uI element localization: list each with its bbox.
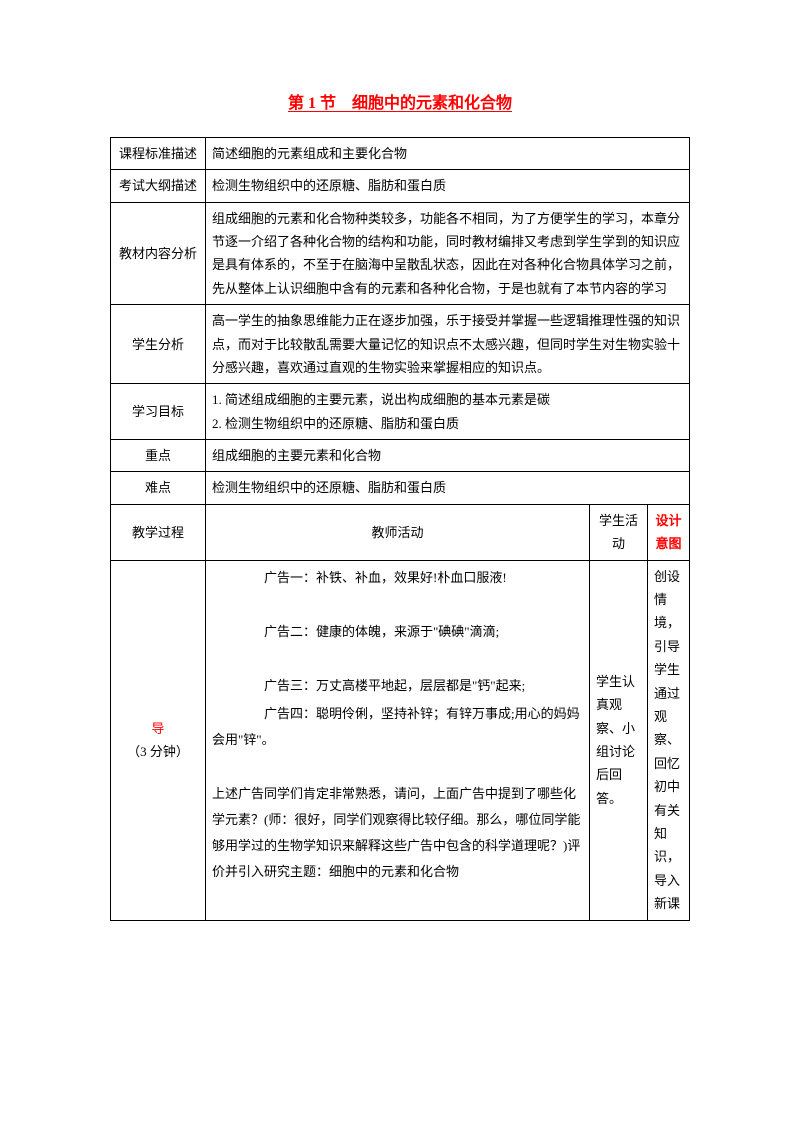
header-student: 学生活动 <box>589 504 647 560</box>
ad-4: 广告四：聪明伶俐，坚持补锌；有锌万事成;用心的妈妈会用"锌"。 <box>212 701 583 753</box>
row-content: 组成细胞的主要元素和化合物 <box>206 440 690 472</box>
intro-label-cell: 导 （3 分钟） <box>111 560 206 920</box>
goal-line-1: 1. 简述组成细胞的主要元素，说出构成细胞的基本元素是碳 <box>212 388 683 411</box>
header-design: 设计意图 <box>647 504 689 560</box>
row-label: 重点 <box>111 440 206 472</box>
row-label: 教材内容分析 <box>111 202 206 305</box>
table-row: 学习目标 1. 简述组成细胞的主要元素，说出构成细胞的基本元素是碳 2. 检测生… <box>111 384 690 440</box>
row-content: 高一学生的抽象思维能力正在逐步加强，乐于接受并掌握一些逻辑推理性强的知识点，而对… <box>206 305 690 384</box>
row-label: 课程标准描述 <box>111 137 206 169</box>
row-content: 检测生物组织中的还原糖、脂肪和蛋白质 <box>206 170 690 202</box>
ad-2: 广告二：健康的体魄，来源于"碘碘"滴滴; <box>212 619 583 645</box>
row-label: 学生分析 <box>111 305 206 384</box>
row-label: 难点 <box>111 472 206 504</box>
table-row: 重点 组成细胞的主要元素和化合物 <box>111 440 690 472</box>
row-content: 检测生物组织中的还原糖、脂肪和蛋白质 <box>206 472 690 504</box>
page-title: 第 1 节 细胞中的元素和化合物 <box>110 90 690 119</box>
header-teacher: 教师活动 <box>206 504 590 560</box>
header-process: 教学过程 <box>111 504 206 560</box>
intro-label-red: 导 <box>117 717 199 740</box>
design-intent-cell: 创设情境，引导学生通过观察、回忆初中有关知识，导入新课 <box>647 560 689 920</box>
teacher-activity-cell: 广告一：补铁、补血，效果好!朴血口服液! 广告二：健康的体魄，来源于"碘碘"滴滴… <box>206 560 590 920</box>
intro-label-time: （3 分钟） <box>117 740 199 763</box>
row-content: 简述细胞的元素组成和主要化合物 <box>206 137 690 169</box>
table-row: 学生分析 高一学生的抽象思维能力正在逐步加强，乐于接受并掌握一些逻辑推理性强的知… <box>111 305 690 384</box>
lesson-plan-table: 课程标准描述 简述细胞的元素组成和主要化合物 考试大纲描述 检测生物组织中的还原… <box>110 137 690 921</box>
intro-paragraph: 上述广告同学们肯定非常熟悉，请问，上面广告中提到了哪些化学元素？(师：很好，同学… <box>212 781 583 885</box>
goal-line-2: 2. 检测生物组织中的还原糖、脂肪和蛋白质 <box>212 412 683 435</box>
header-row: 教学过程 教师活动 学生活动 设计意图 <box>111 504 690 560</box>
table-row: 考试大纲描述 检测生物组织中的还原糖、脂肪和蛋白质 <box>111 170 690 202</box>
table-row: 课程标准描述 简述细胞的元素组成和主要化合物 <box>111 137 690 169</box>
row-content: 组成细胞的元素和化合物种类较多，功能各不相同，为了方便学生的学习，本章分节逐一介… <box>206 202 690 305</box>
table-row: 难点 检测生物组织中的还原糖、脂肪和蛋白质 <box>111 472 690 504</box>
intro-row: 导 （3 分钟） 广告一：补铁、补血，效果好!朴血口服液! 广告二：健康的体魄，… <box>111 560 690 920</box>
row-content: 1. 简述组成细胞的主要元素，说出构成细胞的基本元素是碳 2. 检测生物组织中的… <box>206 384 690 440</box>
ad-1: 广告一：补铁、补血，效果好!朴血口服液! <box>212 565 583 591</box>
row-label: 考试大纲描述 <box>111 170 206 202</box>
table-row: 教材内容分析 组成细胞的元素和化合物种类较多，功能各不相同，为了方便学生的学习，… <box>111 202 690 305</box>
row-label: 学习目标 <box>111 384 206 440</box>
ad-3: 广告三：万丈高楼平地起，层层都是"钙"起来; <box>212 673 583 699</box>
student-activity-cell: 学生认真观察、小组讨论后回答。 <box>589 560 647 920</box>
